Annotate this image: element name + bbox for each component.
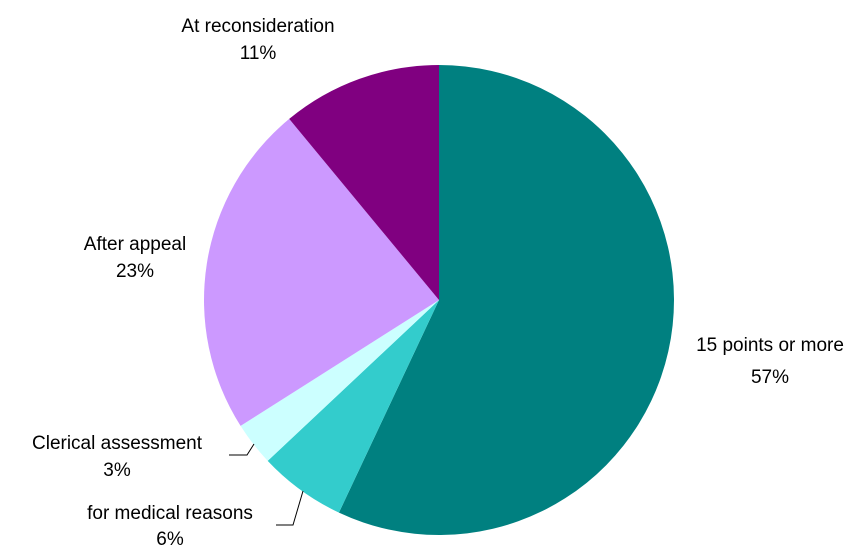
slice-label-for-medical-reasons: for medical reasons bbox=[87, 503, 253, 524]
leader-line-clerical-assessment bbox=[229, 443, 255, 456]
pie-slice-clerical-assessment bbox=[240, 300, 439, 461]
pie-slice-after-appeal bbox=[203, 118, 439, 426]
leader-line-for-medical-reasons bbox=[276, 490, 304, 526]
leader-lines bbox=[229, 443, 304, 526]
pie-slice-at-reconsideration bbox=[289, 65, 439, 300]
slice-value-15-points-or-more: 57% bbox=[751, 367, 789, 388]
slice-label-15-points-or-more: 15 points or more bbox=[696, 335, 844, 356]
pie-slice-for-medical-reasons bbox=[267, 300, 439, 513]
slice-label-at-reconsideration: At reconsideration bbox=[181, 16, 334, 37]
slice-label-after-appeal: After appeal bbox=[84, 234, 186, 255]
slice-label-clerical-assessment: Clerical assessment bbox=[32, 433, 203, 454]
slice-value-clerical-assessment: 3% bbox=[103, 460, 131, 481]
pie-slice-15-points-or-more bbox=[338, 65, 675, 535]
data-labels: 15 points or more 57% for medical reason… bbox=[32, 16, 844, 547]
slice-value-for-medical-reasons: 6% bbox=[156, 529, 184, 547]
slice-value-at-reconsideration: 11% bbox=[240, 43, 277, 64]
pie-slices bbox=[203, 65, 675, 535]
slice-value-after-appeal: 23% bbox=[116, 261, 154, 282]
